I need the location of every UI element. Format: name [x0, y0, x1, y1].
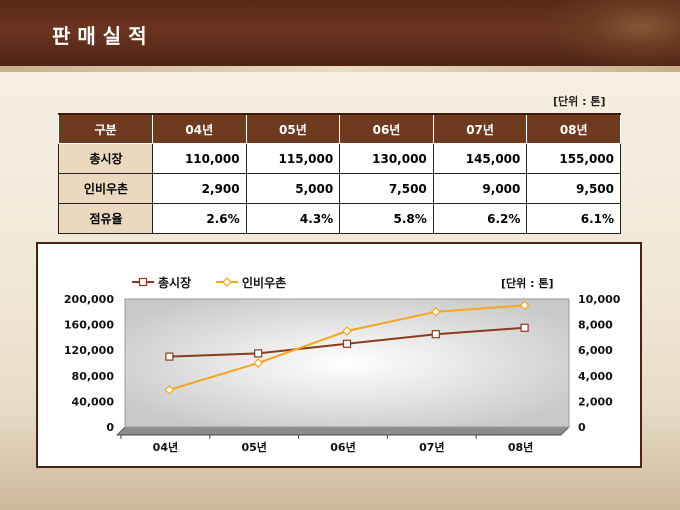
x-tick-label: 04년	[153, 440, 178, 454]
plot-floor	[115, 426, 571, 436]
x-tick-label: 05년	[241, 440, 266, 454]
table-row: 총시장 110,000 115,000 130,000 145,000 155,…	[58, 143, 621, 174]
y-right-tick-label: 4,000	[578, 370, 613, 383]
y-right-tick-label: 0	[578, 421, 586, 434]
data-point	[164, 385, 175, 395]
y-left-tick-label: 160,000	[64, 319, 114, 332]
chart-panel: 0 40,000 80,000 120,000 160,000 200,000 0 2,000…	[36, 242, 642, 468]
y-right-tick-label: 2,000	[578, 395, 613, 408]
table-cell: 5,000	[245, 173, 341, 204]
y-right-tick-label: 6,000	[578, 344, 613, 357]
y-left-tick-label: 200,000	[64, 293, 114, 306]
table-cell: 9,500	[526, 173, 621, 204]
column-header: 06년	[339, 113, 434, 144]
table-cell: 2.6%	[152, 203, 247, 234]
y-left-tick-label: 120,000	[64, 344, 114, 357]
legend-marker	[222, 277, 232, 287]
chart-unit-label: [단위 : 톤]	[501, 276, 553, 290]
table-cell: 7,500	[339, 173, 434, 204]
table-cell: 155,000	[526, 143, 621, 174]
table-cell: 130,000	[339, 143, 434, 174]
legend-marker	[138, 277, 148, 287]
data-point	[520, 323, 529, 332]
table-cell: 9,000	[432, 173, 528, 204]
legend-label: 총시장	[158, 275, 191, 290]
table-cell: 115,000	[245, 143, 341, 174]
data-point	[519, 300, 530, 311]
table-cell: 6.1%	[526, 203, 621, 234]
column-header: 05년	[245, 113, 341, 144]
header-bar: 판매실적	[0, 0, 680, 66]
data-point	[430, 306, 441, 317]
x-tick-label: 07년	[419, 440, 444, 454]
table-cell: 2,900	[152, 173, 247, 204]
page-title: 판매실적	[52, 24, 154, 48]
cow-image	[550, 0, 680, 66]
table-unit-label: [단위 : 톤]	[553, 95, 606, 108]
y-right-tick-label: 8,000	[578, 319, 613, 332]
table-cell: 6.2%	[432, 203, 528, 234]
row-label: 인비우촌	[58, 173, 153, 204]
plot-area	[124, 298, 570, 428]
y-left-tick-label: 0	[106, 421, 114, 434]
row-label: 점유율	[58, 203, 153, 234]
column-header: 08년	[526, 113, 621, 144]
data-point	[342, 326, 352, 336]
data-point	[165, 352, 174, 361]
row-label: 총시장	[58, 143, 153, 174]
data-point	[431, 330, 440, 339]
column-header: 07년	[432, 113, 528, 144]
y-left-tick-label: 80,000	[72, 370, 115, 383]
x-tick-label: 06년	[330, 440, 355, 454]
sales-table: 구분 04년 05년 06년 07년 08년 총시장 110,000 115,0…	[58, 113, 621, 234]
y-right-tick-label: 10,000	[578, 293, 621, 306]
column-header: 구분	[58, 113, 153, 144]
table-header-row: 구분 04년 05년 06년 07년 08년	[58, 113, 621, 144]
y-left-tick-label: 40,000	[72, 395, 115, 408]
data-point	[253, 358, 264, 368]
data-point	[254, 349, 263, 358]
column-header: 04년	[152, 113, 247, 144]
legend-label: 인비우촌	[242, 275, 286, 290]
table-row: 점유율 2.6% 4.3% 5.8% 6.2% 6.1%	[58, 203, 621, 234]
table-cell: 4.3%	[245, 203, 341, 234]
table-row: 인비우촌 2,900 5,000 7,500 9,000 9,500	[58, 173, 621, 204]
table-cell: 5.8%	[339, 203, 434, 234]
data-point	[342, 339, 352, 348]
table-cell: 110,000	[152, 143, 247, 174]
header-divider	[0, 66, 680, 72]
table-cell: 145,000	[432, 143, 528, 174]
line-chart: 0 40,000 80,000 120,000 160,000 200,000 0 2,000…	[64, 275, 621, 454]
x-tick-label: 08년	[508, 440, 533, 454]
